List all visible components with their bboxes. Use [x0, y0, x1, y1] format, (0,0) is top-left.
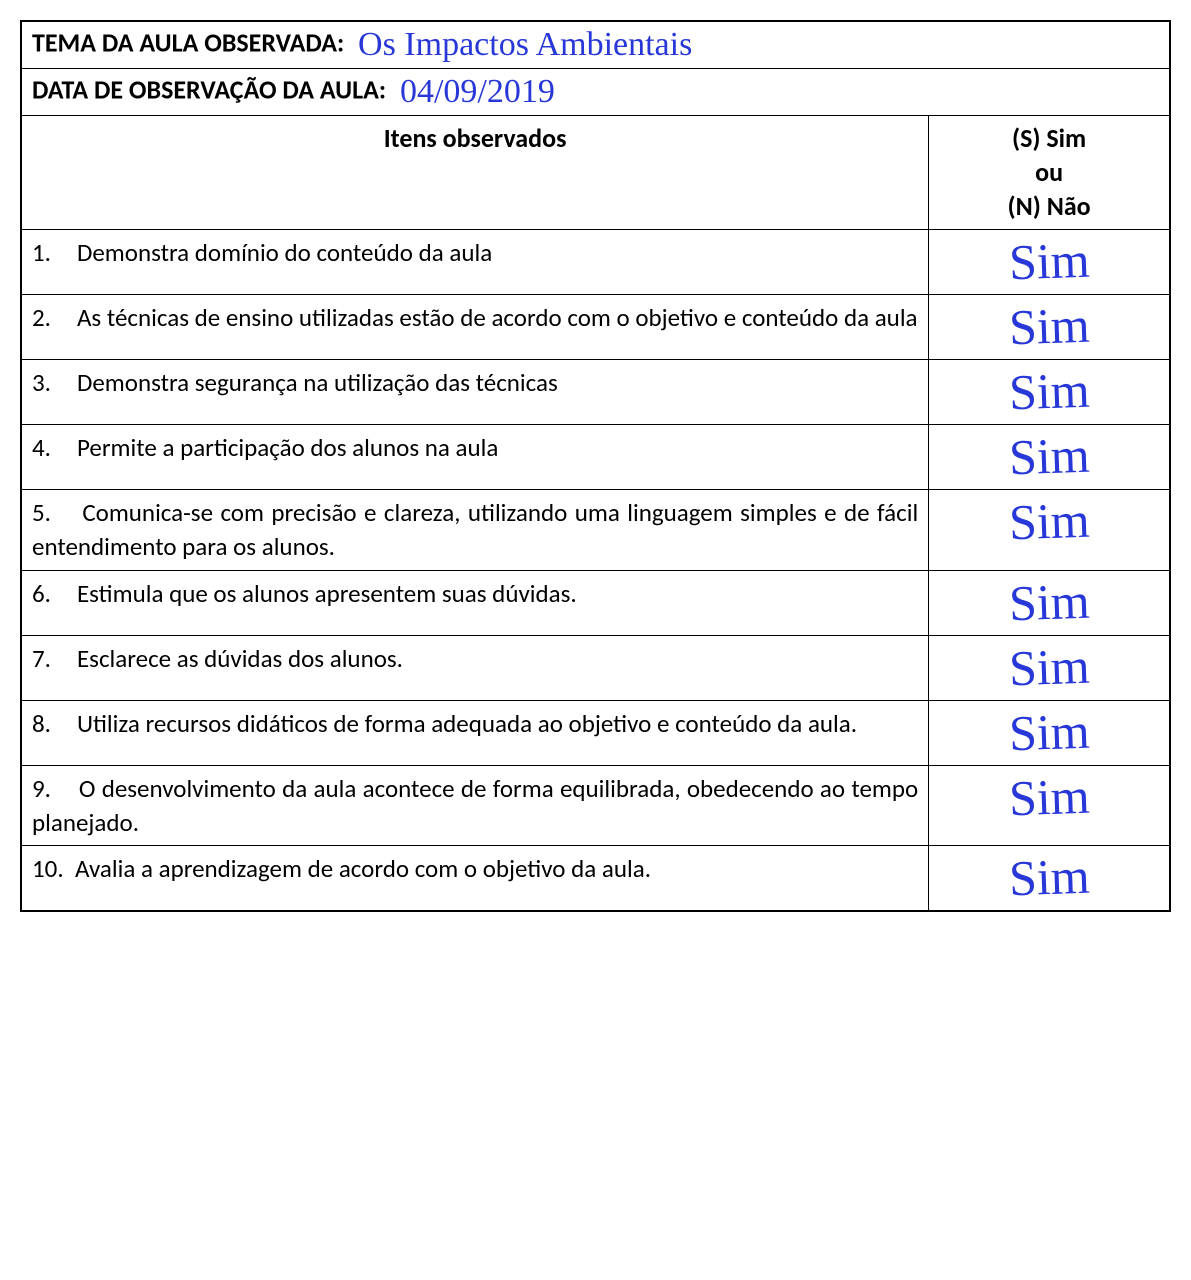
table-row: 4. Permite a participação dos alunos na …: [21, 425, 1170, 490]
item-cell: 9. O desenvolvimento da aula acontece de…: [21, 765, 929, 846]
observation-form-table: TEMA DA AULA OBSERVADA: Os Impactos Ambi…: [20, 20, 1171, 912]
answer-handwritten: Sim: [1008, 771, 1090, 826]
item-number: 3.: [32, 366, 60, 400]
table-body: TEMA DA AULA OBSERVADA: Os Impactos Ambi…: [21, 21, 1170, 911]
answer-cell: Sim: [929, 635, 1170, 700]
item-cell: 6. Estimula que os alunos apresentem sua…: [21, 570, 929, 635]
answer-handwritten: Sim: [1008, 706, 1090, 761]
answer-cell: Sim: [929, 230, 1170, 295]
item-cell: 1. Demonstra domínio do conteúdo da aula: [21, 230, 929, 295]
answer-handwritten: Sim: [1008, 641, 1090, 696]
answer-cell: Sim: [929, 700, 1170, 765]
item-cell: 4. Permite a participação dos alunos na …: [21, 425, 929, 490]
tema-row: TEMA DA AULA OBSERVADA: Os Impactos Ambi…: [21, 21, 1170, 69]
item-cell: 10. Avalia a aprendizagem de acordo com …: [21, 846, 929, 912]
answer-cell: Sim: [929, 360, 1170, 425]
tema-value-handwritten: Os Impactos Ambientais: [358, 26, 692, 63]
answer-column-header: (S) Sim ou (N) Não: [929, 116, 1170, 230]
answer-handwritten: Sim: [1008, 495, 1090, 550]
answer-handwritten: Sim: [1008, 851, 1090, 906]
item-cell: 8. Utiliza recursos didáticos de forma a…: [21, 700, 929, 765]
table-row: 7. Esclarece as dúvidas dos alunos. Sim: [21, 635, 1170, 700]
item-number: 6.: [32, 577, 60, 611]
column-header-row: Itens observados (S) Sim ou (N) Não: [21, 116, 1170, 230]
tema-label: TEMA DA AULA OBSERVADA:: [32, 26, 344, 58]
data-cell: DATA DE OBSERVAÇÃO DA AULA: 04/09/2019: [21, 69, 1170, 116]
answer-handwritten: Sim: [1008, 576, 1090, 631]
answer-cell: Sim: [929, 765, 1170, 846]
table-row: 2. As técnicas de ensino utilizadas estã…: [21, 295, 1170, 360]
answer-cell: Sim: [929, 570, 1170, 635]
table-row: 1. Demonstra domínio do conteúdo da aula…: [21, 230, 1170, 295]
item-cell: 7. Esclarece as dúvidas dos alunos.: [21, 635, 929, 700]
item-number: 4.: [32, 431, 60, 465]
data-row: DATA DE OBSERVAÇÃO DA AULA: 04/09/2019: [21, 69, 1170, 116]
table-row: 6. Estimula que os alunos apresentem sua…: [21, 570, 1170, 635]
item-number: 7.: [32, 642, 60, 676]
item-cell: 3. Demonstra segurança na utilização das…: [21, 360, 929, 425]
item-number: 1.: [32, 236, 60, 270]
table-row: 3. Demonstra segurança na utilização das…: [21, 360, 1170, 425]
item-text: Estimula que os alunos apresentem suas d…: [77, 578, 577, 609]
item-number: 8.: [32, 707, 60, 741]
item-text: Esclarece as dúvidas dos alunos.: [77, 643, 403, 674]
answer-handwritten: Sim: [1008, 300, 1090, 355]
answer-header-line3: (N) Não: [1008, 190, 1091, 222]
answer-handwritten: Sim: [1008, 430, 1090, 485]
answer-handwritten: Sim: [1008, 365, 1090, 420]
item-text: Utiliza recursos didáticos de forma adeq…: [77, 708, 857, 739]
answer-cell: Sim: [929, 425, 1170, 490]
tema-cell: TEMA DA AULA OBSERVADA: Os Impactos Ambi…: [21, 21, 1170, 69]
table-row: 5. Comunica-se com precisão e clareza, u…: [21, 490, 1170, 571]
answer-cell: Sim: [929, 295, 1170, 360]
answer-cell: Sim: [929, 490, 1170, 571]
item-text: Permite a participação dos alunos na aul…: [77, 432, 498, 463]
answer-handwritten: Sim: [1008, 235, 1090, 290]
item-number: 5.: [32, 496, 60, 530]
data-label: DATA DE OBSERVAÇÃO DA AULA:: [32, 73, 386, 105]
item-number: 9.: [32, 772, 60, 806]
item-number: 2.: [32, 301, 60, 335]
item-text: Avalia a aprendizagem de acordo com o ob…: [75, 853, 651, 884]
table-row: 9. O desenvolvimento da aula acontece de…: [21, 765, 1170, 846]
item-text: O desenvolvimento da aula acontece de fo…: [32, 773, 918, 838]
answer-header-line2: ou: [1035, 156, 1063, 188]
answer-header-line1: (S) Sim: [1012, 122, 1086, 154]
item-text: Comunica-se com precisão e clareza, util…: [32, 497, 918, 562]
item-number: 10.: [32, 852, 64, 886]
item-text: Demonstra domínio do conteúdo da aula: [77, 237, 492, 268]
answer-cell: Sim: [929, 846, 1170, 912]
items-column-header: Itens observados: [21, 116, 929, 230]
table-row: 10. Avalia a aprendizagem de acordo com …: [21, 846, 1170, 912]
item-text: Demonstra segurança na utilização das té…: [77, 367, 558, 398]
table-row: 8. Utiliza recursos didáticos de forma a…: [21, 700, 1170, 765]
item-cell: 5. Comunica-se com precisão e clareza, u…: [21, 490, 929, 571]
item-text: As técnicas de ensino utilizadas estão d…: [77, 302, 918, 333]
data-value-handwritten: 04/09/2019: [400, 73, 555, 110]
item-cell: 2. As técnicas de ensino utilizadas estã…: [21, 295, 929, 360]
